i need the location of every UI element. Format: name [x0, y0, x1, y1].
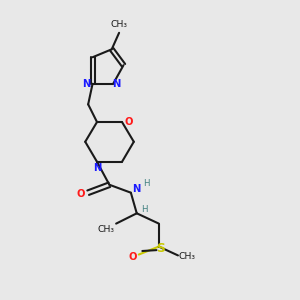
Text: N: N: [133, 184, 141, 194]
Text: H: H: [143, 179, 149, 188]
Text: O: O: [76, 189, 85, 199]
Text: N: N: [112, 79, 121, 89]
Text: H: H: [141, 205, 147, 214]
Text: N: N: [93, 163, 101, 173]
Text: CH₃: CH₃: [111, 20, 128, 29]
Text: N: N: [82, 79, 90, 89]
Text: S: S: [156, 242, 165, 254]
Text: CH₃: CH₃: [179, 252, 196, 261]
Text: O: O: [128, 252, 136, 262]
Text: O: O: [124, 117, 133, 127]
Text: CH₃: CH₃: [97, 225, 114, 234]
